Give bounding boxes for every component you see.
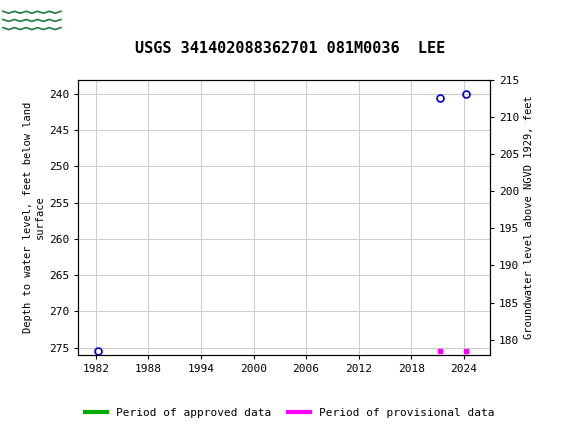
Y-axis label: Depth to water level, feet below land
surface: Depth to water level, feet below land su…	[23, 101, 45, 333]
Text: USGS: USGS	[72, 10, 136, 31]
Y-axis label: Groundwater level above NGVD 1929, feet: Groundwater level above NGVD 1929, feet	[524, 95, 534, 339]
Text: USGS 341402088362701 081M0036  LEE: USGS 341402088362701 081M0036 LEE	[135, 41, 445, 56]
Bar	[3, 3, 64, 37]
Legend: Period of approved data, Period of provisional data: Period of approved data, Period of provi…	[81, 403, 499, 422]
